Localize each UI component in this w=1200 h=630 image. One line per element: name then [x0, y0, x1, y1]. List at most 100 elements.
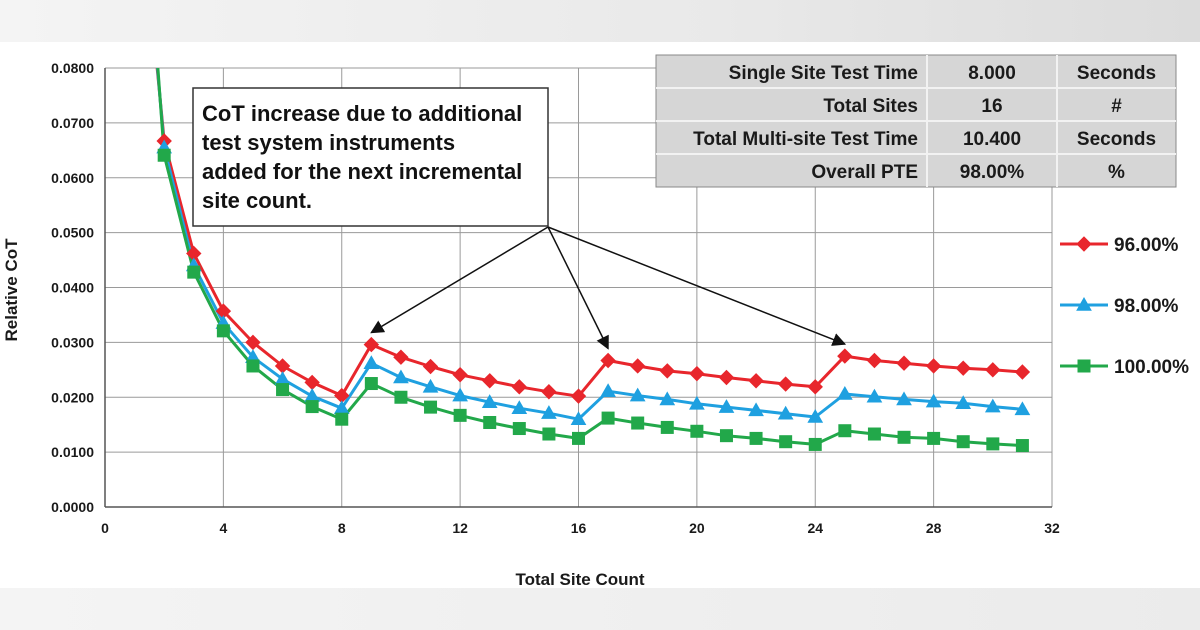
data-point-1 — [1014, 401, 1031, 416]
data-point-2 — [424, 400, 438, 414]
data-point-1 — [452, 387, 468, 402]
top-banner-strip — [0, 0, 1200, 42]
data-point-0 — [422, 358, 439, 375]
axes — [104, 68, 1052, 508]
data-point-1 — [925, 393, 942, 408]
annotation-box: CoT increase due to additional test syste… — [192, 87, 549, 227]
data-point-0 — [866, 352, 883, 369]
data-point-1 — [836, 385, 853, 400]
data-point-2 — [305, 400, 319, 414]
annotation-line: added for the next incremental — [202, 159, 522, 184]
x-tick-label: 24 — [807, 520, 823, 536]
data-point-0 — [896, 355, 912, 371]
y-tick-label: 0.0300 — [51, 334, 94, 350]
data-point-0 — [511, 379, 528, 395]
data-point-1 — [629, 387, 646, 402]
data-point-0 — [1014, 364, 1031, 380]
data-point-2 — [157, 148, 171, 162]
annotation-arrow — [370, 226, 549, 334]
data-point-2 — [187, 265, 201, 279]
data-point-0 — [925, 358, 942, 374]
x-tick-label: 32 — [1044, 520, 1060, 536]
data-point-0 — [600, 352, 616, 369]
data-point-2 — [660, 420, 674, 434]
data-point-2 — [719, 429, 733, 443]
data-point-2 — [453, 408, 467, 422]
parameters-table: Single Site Test Time 8.000 Seconds Total S… — [655, 54, 1177, 188]
data-point-0 — [689, 365, 705, 382]
data-point-2 — [986, 437, 1000, 451]
annotation-frame — [192, 87, 549, 227]
data-point-2 — [335, 412, 349, 426]
data-point-2 — [897, 430, 911, 444]
data-point-1 — [422, 378, 439, 393]
data-point-2 — [572, 431, 585, 445]
table-cell-unit: % — [1108, 162, 1125, 183]
y-tick-label: 0.0400 — [51, 280, 94, 296]
data-point-2 — [216, 324, 230, 338]
data-point-0 — [985, 362, 1001, 378]
x-axis-title: Total Site Count — [515, 570, 644, 589]
series-markers — [156, 133, 1031, 453]
x-tick-label: 16 — [571, 520, 587, 536]
data-point-1 — [511, 400, 528, 414]
data-point-1 — [896, 391, 912, 406]
table-cell-label: Overall PTE — [811, 162, 918, 183]
x-tick-label: 4 — [219, 520, 227, 536]
table-cell-value: 10.400 — [963, 129, 1021, 150]
annotation-arrows — [370, 226, 847, 350]
data-point-0 — [837, 348, 853, 364]
table-cell-label: Single Site Test Time — [729, 63, 918, 84]
data-point-2 — [690, 424, 704, 438]
y-tick-label: 0.0200 — [51, 389, 94, 405]
data-point-0 — [718, 369, 735, 386]
data-point-0 — [777, 376, 794, 392]
legend: 96.00% 98.00% 100.00% — [1060, 235, 1189, 378]
y-tick-label: 0.0100 — [51, 444, 94, 460]
data-point-1 — [481, 394, 498, 408]
data-point-2 — [483, 415, 497, 429]
data-point-1 — [689, 395, 705, 410]
legend-marker-2 — [1077, 359, 1091, 373]
data-point-2 — [276, 383, 290, 397]
data-point-1 — [955, 395, 972, 410]
legend-marker-1 — [1076, 296, 1092, 311]
data-point-2 — [394, 390, 408, 404]
table-cell-unit: # — [1111, 96, 1122, 117]
data-point-1 — [807, 408, 824, 423]
data-point-0 — [363, 336, 380, 353]
x-tick-label: 20 — [689, 520, 705, 536]
y-tick-label: 0.0800 — [51, 60, 94, 76]
x-tick-labels: 0 4 8 12 16 20 24 28 32 — [101, 520, 1060, 536]
table-cell-unit: Seconds — [1077, 63, 1156, 84]
data-point-1 — [600, 383, 616, 397]
y-tick-label: 0.0700 — [51, 115, 94, 131]
data-point-2 — [246, 359, 260, 373]
annotation-line: CoT increase due to additional — [202, 101, 522, 126]
table-cell-unit: Seconds — [1077, 129, 1156, 150]
bottom-banner-strip — [0, 588, 1200, 630]
data-point-1 — [718, 399, 735, 413]
data-point-2 — [867, 427, 881, 441]
y-axis-title: Relative CoT — [2, 238, 21, 342]
data-point-1 — [393, 369, 409, 384]
data-point-1 — [570, 411, 587, 425]
data-point-2 — [631, 416, 645, 430]
data-point-1 — [984, 398, 1001, 413]
table-cell-value: 16 — [981, 96, 1002, 117]
data-point-2 — [808, 437, 822, 451]
data-point-1 — [659, 391, 676, 406]
legend-label-0: 96.00% — [1114, 235, 1179, 256]
annotation-line: test system instruments — [202, 130, 455, 155]
data-point-0 — [541, 384, 557, 400]
x-tick-label: 0 — [101, 520, 109, 536]
data-point-0 — [659, 363, 675, 379]
data-point-2 — [364, 377, 378, 391]
data-point-0 — [570, 388, 587, 404]
data-point-2 — [956, 435, 970, 449]
table-cell-label: Total Multi-site Test Time — [693, 129, 918, 150]
x-tick-label: 8 — [338, 520, 346, 536]
data-point-0 — [807, 379, 823, 395]
data-point-2 — [779, 435, 793, 449]
